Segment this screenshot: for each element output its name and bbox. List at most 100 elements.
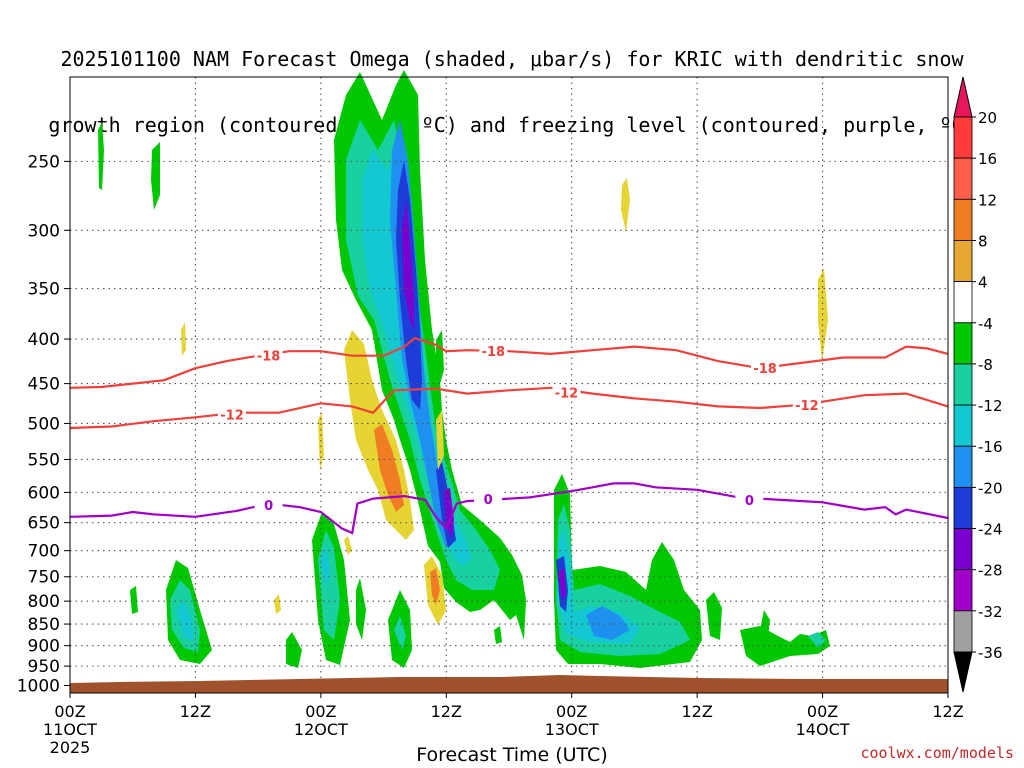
contour-label: 0 (745, 494, 754, 509)
contour-label-bg (735, 491, 764, 507)
omega-patch (356, 578, 366, 640)
colorbar-cell (953, 363, 973, 406)
omega-patch (394, 616, 406, 650)
x-tick-label: 12Z (180, 702, 211, 721)
contour-label-bg (254, 347, 283, 363)
omega-patch (706, 592, 722, 640)
omega-patch (286, 632, 302, 668)
colorbar-cell (953, 404, 973, 447)
contour-line (69, 336, 949, 389)
ground (70, 675, 948, 693)
x-tick-label: 00Z (807, 702, 838, 721)
colorbar-cell (953, 116, 973, 159)
colorbar-top-arrow (953, 76, 973, 118)
colorbar-cell (953, 610, 973, 653)
colorbar-cell (953, 486, 973, 529)
omega-patch (98, 122, 104, 190)
y-tick-label: 950 (28, 657, 60, 677)
contour-label-bg (751, 360, 780, 376)
colorbar-label: 12 (978, 191, 997, 209)
y-tick-label: 400 (28, 330, 60, 350)
x-tick-label: 12Z (681, 702, 712, 721)
colorbar-label: -36 (978, 644, 1003, 662)
omega-patch (621, 178, 630, 232)
y-tick-label: 600 (28, 483, 60, 503)
contour-line (69, 482, 949, 535)
axes: 2503003504004505005506006507007508008509… (17, 152, 964, 757)
contour-label: -12 (795, 399, 819, 414)
temperature-contours: -18 -18 -18 -12 -12 -12 0 0 0 (69, 336, 949, 535)
x-tick-label: 00Z (305, 702, 336, 721)
y-tick-label: 550 (28, 450, 60, 470)
y-tick-label: 700 (28, 542, 60, 562)
colorbar-label: -28 (978, 562, 1003, 580)
colorbar-label: -16 (978, 438, 1003, 456)
omega-patch (558, 568, 566, 600)
omega-patch (494, 626, 502, 644)
omega-shading (98, 70, 830, 668)
omega-patch (176, 600, 194, 640)
contour-label: 0 (264, 499, 273, 514)
contour-label-bg (218, 406, 247, 422)
contour-label: 0 (484, 493, 493, 508)
omega-patch (274, 594, 281, 614)
colorbar-label: -8 (978, 356, 993, 374)
plot-frame (69, 76, 949, 694)
colorbar-label: -24 (978, 521, 1003, 539)
contour-label-bg (474, 491, 503, 507)
credit-text: coolwx.com/models (860, 744, 1014, 762)
omega-patch (374, 424, 404, 512)
contour-label: -18 (753, 362, 777, 377)
colorbar-cell (953, 157, 973, 200)
omega-patch (151, 142, 160, 210)
colorbar-cell (953, 445, 973, 488)
colorbar-label: -12 (978, 397, 1003, 415)
omega-patch (436, 330, 444, 384)
y-tick-label: 800 (28, 592, 60, 612)
omega-patch (436, 410, 444, 470)
omega-patch (558, 530, 640, 644)
y-tick-label: 500 (28, 414, 60, 434)
omega-patch (181, 322, 186, 356)
colorbar-label: -20 (978, 479, 1003, 497)
omega-patch (320, 546, 330, 590)
y-tick-label: 1000 (17, 677, 60, 697)
y-tick-label: 350 (28, 280, 60, 300)
colorbar-label: 8 (978, 232, 988, 250)
colorbar: 20 16 12 8 4 -4 -8 -12 -16 -20 -24 -28 -32 -36 (953, 76, 1003, 693)
omega-patch (808, 632, 826, 648)
y-tick-label: 750 (28, 568, 60, 588)
y-tick-label: 650 (28, 514, 60, 534)
omega-patch (430, 568, 440, 605)
colorbar-bottom-arrow (953, 651, 973, 693)
x-tick-label: 11OCT (43, 720, 97, 739)
colorbar-label: -32 (978, 603, 1003, 621)
x-tick-label: 12Z (932, 702, 963, 721)
contour-label-bg (479, 343, 508, 359)
x-tick-label: 12Z (431, 702, 462, 721)
colorbar-cell (953, 198, 973, 241)
x-tick-label: 00Z (54, 702, 85, 721)
omega-patch (760, 610, 770, 636)
x-tick-label: 2025 (50, 738, 91, 757)
contour-label-bg (552, 384, 581, 400)
colorbar-cell (953, 528, 973, 571)
colorbar-label: 4 (978, 274, 988, 292)
chart-title-line-1: 2025101100 NAM Forecast Omega (shaded, μ… (60, 47, 964, 71)
contour-label-bg (254, 496, 283, 512)
omega-patch (402, 200, 414, 330)
colorbar-cell (953, 240, 973, 283)
omega-patch (130, 586, 138, 614)
y-tick-label: 300 (28, 221, 60, 241)
colorbar-cell (953, 322, 973, 365)
x-tick-label: 14OCT (796, 720, 850, 739)
y-tick-label: 900 (28, 637, 60, 657)
contour-label: -18 (482, 345, 506, 360)
colorbar-label: 16 (978, 150, 997, 168)
colorbar-label: -4 (978, 315, 993, 333)
omega-patch (586, 606, 630, 640)
contour-label-bg (792, 396, 821, 412)
colorbar-label: 20 (978, 109, 997, 127)
contour-label: -18 (257, 350, 281, 365)
